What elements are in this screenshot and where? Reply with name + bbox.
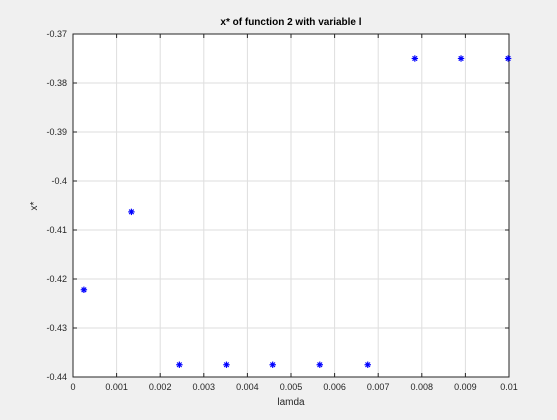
- data-point: [80, 286, 88, 293]
- data-point-stroke: [81, 287, 87, 293]
- y-tick-label: -0.44: [46, 372, 67, 382]
- data-point: [316, 361, 323, 368]
- y-tick-label: -0.43: [46, 323, 67, 333]
- y-tick-label: -0.41: [46, 225, 67, 235]
- x-tick-label: 0.008: [411, 382, 434, 392]
- y-tick-label: -0.39: [46, 127, 67, 137]
- data-point: [411, 55, 419, 62]
- data-point-stroke: [176, 362, 183, 368]
- axis-ticks: 0 0.001 0.002 0.003 0.004 0.005 0.006 0.007 0.00…: [46, 29, 517, 392]
- data-point: [364, 361, 371, 368]
- x-tick-label: 0.003: [193, 382, 216, 392]
- y-tick-label: -0.42: [46, 274, 67, 284]
- data-point: [457, 55, 465, 62]
- data-point-stroke: [270, 362, 276, 368]
- x-tick-label: 0: [70, 382, 75, 392]
- data-point-stroke: [505, 55, 511, 62]
- data-point-stroke: [412, 55, 418, 62]
- y-axis-label: x*: [29, 201, 40, 210]
- data-markers: [80, 55, 512, 368]
- data-point: [504, 55, 512, 62]
- data-point: [176, 361, 183, 368]
- data-point-stroke: [365, 362, 371, 368]
- x-tick-label: 0.002: [149, 382, 172, 392]
- chart-title: x* of function 2 with variable l: [220, 17, 361, 28]
- y-tick-label: -0.38: [46, 78, 67, 88]
- data-point: [223, 361, 230, 368]
- data-point-stroke: [128, 209, 135, 215]
- data-point: [269, 361, 276, 368]
- y-tick-label: -0.37: [46, 29, 67, 39]
- x-tick-label: 0.007: [367, 382, 390, 392]
- x-axis-label: lamda: [277, 397, 305, 408]
- x-tick-label: 0.006: [323, 382, 346, 392]
- y-tick-label: -0.4: [51, 176, 67, 186]
- x-tick-label: 0.004: [236, 382, 259, 392]
- x-tick-label: 0.001: [105, 382, 128, 392]
- data-point-stroke: [317, 362, 323, 368]
- data-point-stroke: [458, 55, 464, 62]
- data-point: [128, 208, 135, 216]
- data-point-stroke: [223, 362, 230, 368]
- x-tick-label: 0.009: [454, 382, 477, 392]
- x-tick-label: 0.01: [500, 382, 518, 392]
- x-tick-label: 0.005: [280, 382, 303, 392]
